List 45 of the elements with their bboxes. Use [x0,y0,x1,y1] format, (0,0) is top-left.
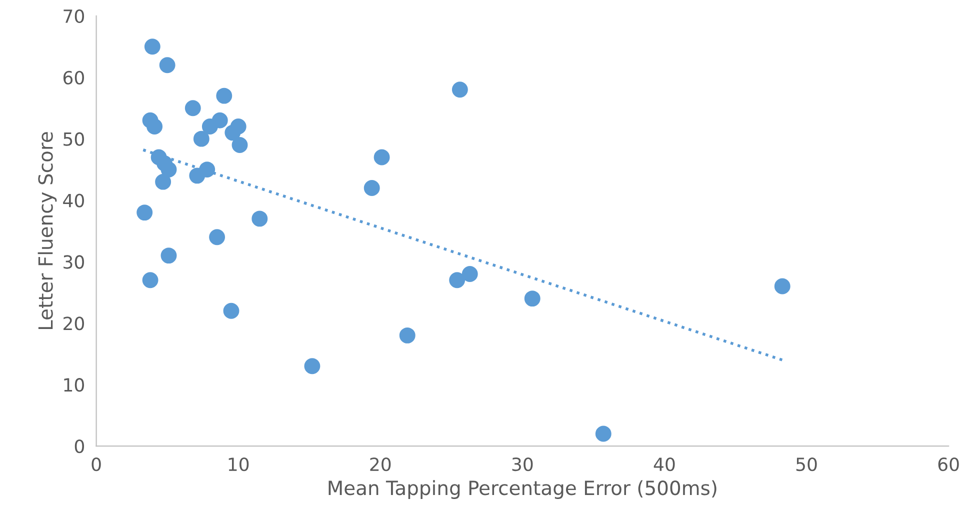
x-tick-label: 40 [654,457,675,472]
point [224,124,241,141]
y-tick-label: 0 [74,440,84,454]
point [160,248,177,264]
point [136,204,153,221]
y-tick-label: 30 [64,255,84,269]
point [774,278,790,294]
point [144,38,160,55]
point [399,327,416,344]
point [193,130,210,147]
point [142,272,158,288]
point [364,180,380,196]
point [462,266,478,282]
y-tick-label: 60 [63,70,84,84]
point [449,272,466,288]
point [184,100,201,116]
y-tick-label: 20 [64,316,84,330]
y-axis-title: Letter Fluency Score [38,132,57,330]
point [524,290,540,307]
point [146,118,163,135]
point [155,174,172,190]
point [216,88,232,104]
x-tick-label: 50 [796,457,817,472]
x-tick-label: 20 [370,457,391,472]
point [452,82,468,98]
point [595,426,612,442]
point [202,118,218,135]
point [189,168,206,184]
point [252,210,268,227]
x-axis-title: Mean Tapping Percentage Error (500ms) [328,480,716,499]
point [159,57,176,74]
y-tick-label: 10 [64,378,84,392]
point [160,162,177,178]
point [209,229,226,246]
point [374,149,390,166]
y-tick-label: 70 [64,9,84,24]
x-tick-label: 60 [938,457,959,472]
point [304,358,320,374]
x-tick-label: 30 [512,457,533,472]
y-tick-label: 50 [64,132,84,146]
x-tick-label: 10 [228,457,249,472]
point [223,302,240,319]
x-tick-label: 0 [92,457,101,472]
point [232,136,248,153]
y-tick-label: 40 [63,194,84,208]
